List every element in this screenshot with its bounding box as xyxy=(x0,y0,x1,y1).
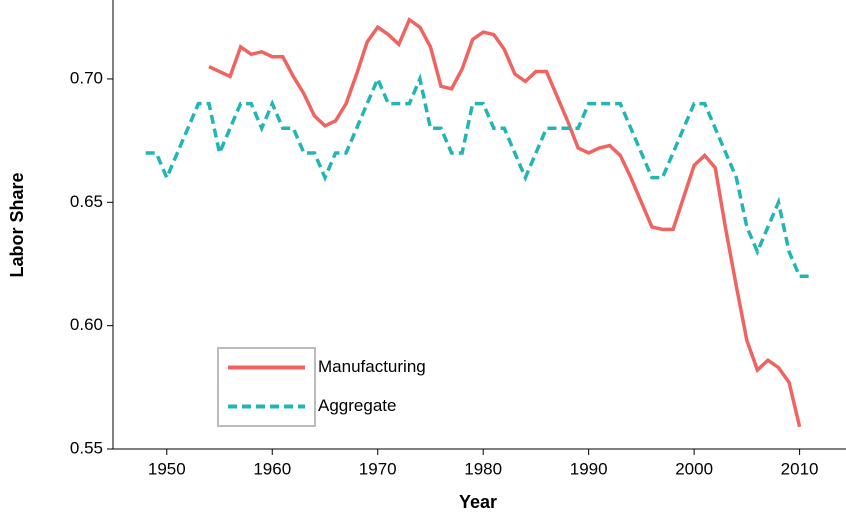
x-tick-label: 1970 xyxy=(359,459,397,478)
legend-label: Manufacturing xyxy=(318,357,426,376)
x-tick-label: 1990 xyxy=(570,459,608,478)
x-tick-label: 1950 xyxy=(148,459,186,478)
y-tick-label: 0.65 xyxy=(70,192,103,211)
y-tick-label: 0.55 xyxy=(70,438,103,457)
y-axis-title: Labor Share xyxy=(7,172,27,277)
x-tick-label: 2000 xyxy=(675,459,713,478)
x-tick-label: 1980 xyxy=(464,459,502,478)
x-tick-label: 1960 xyxy=(253,459,291,478)
data-line xyxy=(145,73,811,279)
y-tick-label: 0.60 xyxy=(70,315,103,334)
x-axis-title: Year xyxy=(459,492,497,512)
data-line xyxy=(208,17,802,428)
y-tick-label: 0.70 xyxy=(70,68,103,87)
legend-box xyxy=(217,347,316,427)
x-tick-label: 2010 xyxy=(781,459,819,478)
legend-label: Aggregate xyxy=(318,396,396,415)
